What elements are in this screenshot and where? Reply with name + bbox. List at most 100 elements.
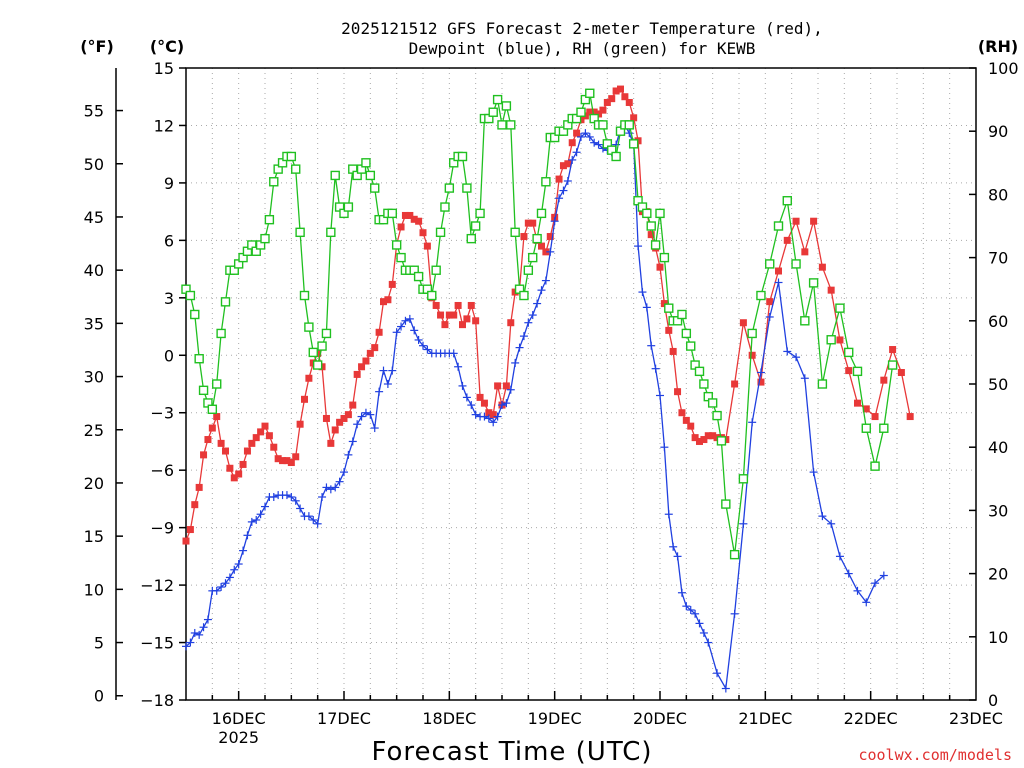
dewpoint-point	[296, 504, 305, 513]
rh-point	[269, 177, 279, 187]
rh-point	[844, 347, 854, 358]
celsius-tick-label: 0	[164, 346, 174, 365]
rh-point	[624, 120, 634, 130]
rh-point	[598, 120, 608, 130]
rh-point	[501, 101, 512, 111]
rh-point	[852, 366, 863, 377]
temperature-point	[200, 451, 208, 459]
dewpoint-point	[199, 623, 208, 632]
temperature-point	[235, 470, 243, 478]
temperature-point	[507, 319, 515, 327]
temperature-point	[287, 459, 295, 467]
temperature-point	[292, 453, 300, 461]
rh-point	[650, 240, 661, 250]
rh-point	[646, 221, 656, 231]
rh-point	[396, 252, 406, 263]
dewpoint-point	[686, 605, 695, 614]
rh-point	[492, 94, 503, 105]
temperature-point	[775, 267, 782, 275]
rh-point	[295, 227, 305, 238]
rh-point	[808, 278, 819, 288]
dewpoint-point	[524, 318, 533, 327]
rh-point	[756, 290, 766, 301]
dewpoint-point	[397, 322, 406, 331]
dewpoint-point	[871, 579, 880, 588]
temperature-point	[862, 405, 870, 413]
rh-point	[260, 233, 270, 244]
temperature-point	[691, 434, 699, 442]
dewpoint-point	[458, 381, 467, 390]
dewpoint-point	[326, 485, 335, 494]
dewpoint-point	[651, 364, 660, 373]
rh-tick-label: 0	[988, 691, 998, 710]
dewpoint-point	[212, 586, 221, 595]
temperature-point	[274, 455, 282, 463]
temperature-point	[380, 298, 387, 306]
fahrenheit-tick-label: 50	[84, 155, 104, 174]
rh-point	[198, 385, 209, 396]
rh-point	[791, 259, 801, 269]
temperature-point	[340, 414, 348, 422]
temperature-point	[871, 413, 879, 421]
dewpoint-point	[309, 515, 318, 524]
temperature-point	[818, 263, 826, 271]
x-tick-label: 16DEC	[212, 709, 266, 728]
temperature-point	[674, 388, 682, 396]
temperature-point	[454, 301, 462, 309]
dewpoint-point	[405, 314, 414, 323]
dewpoint-point	[691, 609, 700, 618]
temperature-point	[384, 296, 392, 304]
rh-line	[185, 91, 894, 555]
dewpoint-point	[677, 588, 686, 597]
rh-point	[738, 474, 749, 484]
dewpoint-point	[853, 586, 862, 595]
rh-point	[681, 328, 692, 339]
rh-point	[655, 208, 665, 219]
series-layer	[181, 85, 914, 693]
dewpoint-point	[647, 341, 656, 350]
rh-point	[330, 170, 340, 181]
temperature-point	[410, 215, 418, 223]
dewpoint-point	[660, 443, 669, 452]
temperature-point	[489, 411, 497, 419]
temperature-point	[243, 447, 251, 455]
rh-point	[677, 309, 687, 320]
temperature-point	[810, 217, 818, 225]
dewpoint-point	[559, 186, 568, 195]
temperature-point	[542, 248, 550, 256]
dewpoint-point	[572, 148, 581, 157]
rh-point	[312, 360, 323, 370]
temperature-point	[568, 139, 576, 147]
x-tick-label: 21DEC	[738, 709, 792, 728]
fahrenheit-unit-label: (°F)	[80, 37, 114, 56]
dewpoint-point	[642, 303, 651, 312]
temperature-point	[248, 439, 256, 447]
rh-point	[826, 335, 836, 345]
temperature-point	[208, 424, 216, 432]
temperature-point	[371, 344, 379, 352]
rh-point	[870, 461, 880, 471]
dewpoint-point	[291, 496, 300, 505]
temperature-point	[555, 175, 563, 183]
dewpoint-point	[511, 358, 520, 367]
x-tick-label: 17DEC	[317, 709, 371, 728]
rh-point	[506, 120, 516, 130]
dewpoint-point	[699, 628, 708, 637]
dewpoint-point	[234, 560, 243, 569]
rh-point	[729, 549, 740, 560]
temperature-point	[546, 233, 554, 241]
temperature-point	[186, 526, 194, 534]
rh-point	[444, 183, 455, 193]
temperature-point	[590, 108, 598, 116]
dewpoint-point	[449, 349, 458, 358]
rh-point	[576, 107, 586, 117]
temperature-point	[559, 162, 567, 170]
dewpoint-point	[748, 418, 757, 427]
temperature-point	[485, 409, 493, 417]
rh-point	[343, 202, 354, 212]
temperature-point	[766, 298, 774, 306]
temperature-point	[889, 346, 897, 354]
dewpoint-point	[414, 335, 423, 344]
rh-point	[361, 158, 371, 168]
rh-point	[431, 265, 441, 275]
